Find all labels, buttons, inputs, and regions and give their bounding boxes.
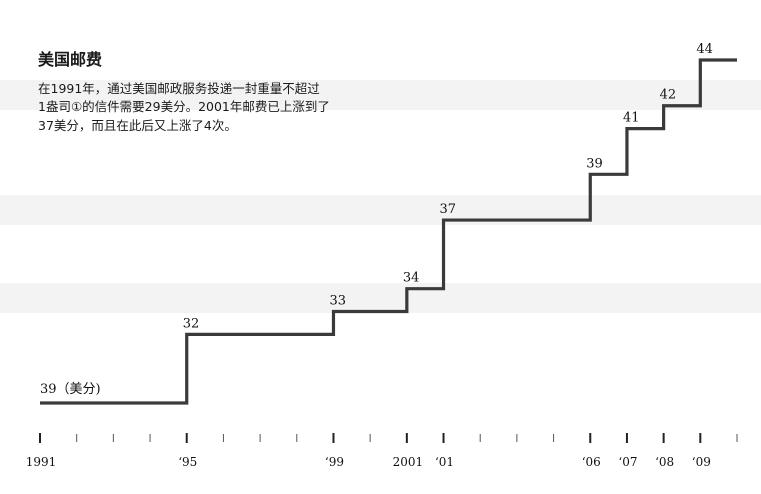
- x-axis: 1991 ‘95 ‘99 2001 ‘01 ‘06 ‘07 ‘08 ‘09: [26, 433, 738, 469]
- description-line-3: 37美分，而且在此后又上涨了4次。: [38, 118, 237, 133]
- value-labels: 32 33 34 37 39 41 42 44: [183, 42, 713, 331]
- value-label: 42: [660, 88, 677, 103]
- description-line-1: 在1991年，通过美国邮政服务投递一封重量不超过: [38, 81, 320, 96]
- value-label: 33: [329, 294, 346, 309]
- chart-title: 美国邮费: [38, 50, 102, 69]
- x-tick-label: ‘99: [325, 455, 344, 469]
- x-tick-label: 2001: [393, 455, 424, 469]
- band-2: [0, 195, 761, 225]
- background-bands: [0, 80, 761, 313]
- chart-description: 在1991年，通过美国邮政服务投递一封重量不超过 1盎司①的信件需要29美分。2…: [38, 81, 330, 133]
- x-tick-label: ‘09: [692, 455, 711, 469]
- band-3: [0, 283, 761, 313]
- x-tick-label: ‘01: [435, 455, 454, 469]
- value-label: 37: [440, 202, 457, 217]
- x-tick-label: 1991: [26, 455, 57, 469]
- value-label: 39: [586, 156, 603, 171]
- value-label: 32: [183, 316, 200, 331]
- x-tick-label: ‘08: [655, 455, 674, 469]
- value-label: 41: [623, 111, 640, 126]
- first-value-label: 39（美分): [40, 382, 101, 397]
- band-1: [0, 80, 761, 110]
- description-line-2: 1盎司①的信件需要29美分。2001年邮费已上涨到了: [38, 99, 330, 114]
- value-label: 44: [696, 42, 713, 57]
- x-tick-label: ‘06: [582, 455, 601, 469]
- x-tick-label: ‘95: [178, 455, 197, 469]
- x-tick-label: ‘07: [618, 455, 637, 469]
- step-series: [40, 58, 737, 405]
- value-label: 34: [403, 271, 420, 286]
- postage-step-line: [40, 58, 737, 405]
